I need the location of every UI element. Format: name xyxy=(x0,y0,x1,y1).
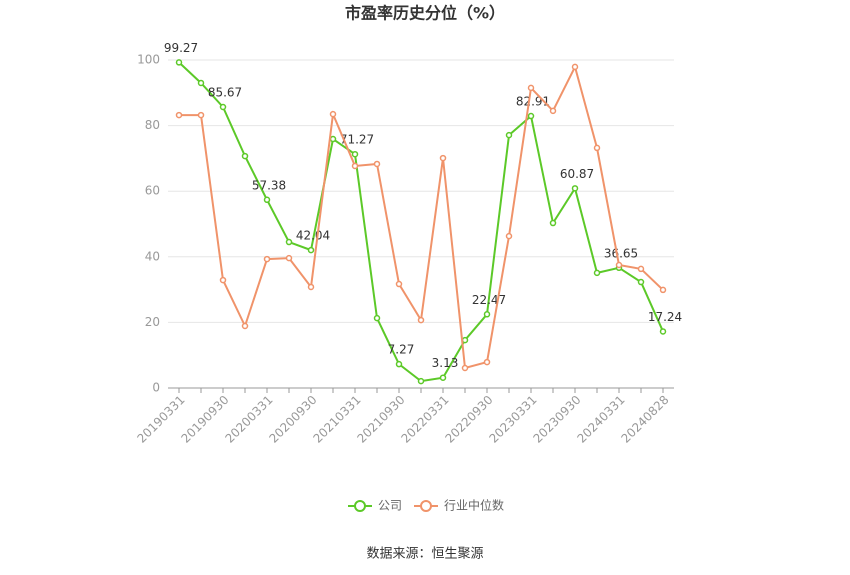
point xyxy=(373,160,381,168)
point xyxy=(263,255,271,263)
point xyxy=(241,152,249,160)
point xyxy=(197,79,205,87)
point xyxy=(593,269,601,277)
point xyxy=(417,377,425,385)
point xyxy=(593,144,601,152)
point xyxy=(351,150,359,158)
value-label: 7.27 xyxy=(388,343,415,357)
value-label: 99.27 xyxy=(164,41,198,55)
y-tick-label: 100 xyxy=(137,53,160,67)
series-line xyxy=(178,61,664,383)
point xyxy=(263,196,271,204)
value-label: 42.04 xyxy=(296,229,330,243)
legend-label: 公司 xyxy=(378,499,402,513)
point xyxy=(483,358,491,366)
point xyxy=(307,283,315,291)
y-tick-label: 40 xyxy=(145,249,160,263)
point xyxy=(395,280,403,288)
value-label: 71.27 xyxy=(340,133,374,147)
point xyxy=(461,364,469,372)
value-label: 36.65 xyxy=(604,246,638,260)
point xyxy=(483,311,491,318)
value-label: 3.13 xyxy=(432,356,459,370)
point xyxy=(307,246,315,254)
value-label: 60.87 xyxy=(560,167,594,181)
point xyxy=(395,360,403,368)
point xyxy=(329,110,337,118)
point xyxy=(439,374,447,381)
point xyxy=(329,135,337,143)
value-label: 17.24 xyxy=(648,310,682,324)
point xyxy=(659,328,667,335)
point xyxy=(219,276,227,284)
point xyxy=(571,63,579,71)
y-tick-label: 20 xyxy=(145,315,160,329)
value-label: 85.67 xyxy=(208,86,242,100)
y-tick-label: 0 xyxy=(152,381,160,395)
point xyxy=(637,265,645,273)
point xyxy=(571,185,579,192)
y-tick-label: 60 xyxy=(145,184,160,198)
point xyxy=(241,322,249,330)
value-label: 22.47 xyxy=(472,293,506,307)
point xyxy=(417,316,425,324)
x-tick-label: 20240828 xyxy=(619,393,672,446)
legend-marker xyxy=(354,500,366,512)
point xyxy=(505,232,513,240)
point xyxy=(637,278,645,286)
point xyxy=(549,219,557,227)
point xyxy=(285,254,293,262)
point xyxy=(373,314,381,322)
point xyxy=(351,162,359,170)
point xyxy=(527,84,535,92)
y-tick-label: 80 xyxy=(145,118,160,132)
chart-title: 市盈率历史分位（%） xyxy=(345,4,505,23)
point xyxy=(439,154,447,162)
point xyxy=(549,107,557,115)
legend-marker xyxy=(420,500,432,512)
point xyxy=(285,238,293,246)
point xyxy=(219,103,227,111)
point xyxy=(615,261,623,269)
point xyxy=(505,131,513,139)
point xyxy=(527,112,535,120)
legend-label: 行业中位数 xyxy=(444,498,504,513)
source: 数据来源：恒生聚源 xyxy=(366,547,483,562)
value-label: 57.38 xyxy=(252,178,286,192)
point xyxy=(197,111,205,119)
point xyxy=(175,111,183,119)
point xyxy=(659,286,667,294)
point xyxy=(175,59,183,66)
